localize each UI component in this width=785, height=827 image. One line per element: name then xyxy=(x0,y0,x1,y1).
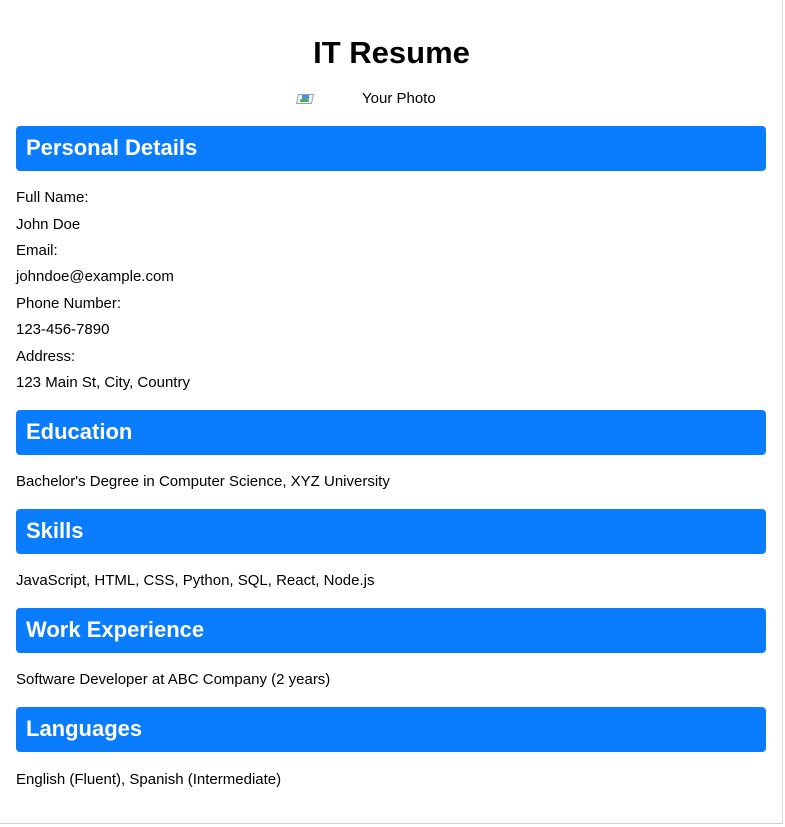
phone-value: 123-456-7890 xyxy=(16,321,110,338)
section-header-education: Education xyxy=(16,410,766,455)
photo-alt-text: Your Photo xyxy=(362,89,436,107)
section-header-work-experience: Work Experience xyxy=(16,608,766,653)
section-header-personal-details: Personal Details xyxy=(16,126,766,171)
skills-text: JavaScript, HTML, CSS, Python, SQL, Reac… xyxy=(16,572,375,589)
email-label: Email: xyxy=(16,242,58,259)
work-experience-text: Software Developer at ABC Company (2 yea… xyxy=(16,671,331,688)
page-title: IT Resume xyxy=(313,35,470,70)
phone-label: Phone Number: xyxy=(16,295,122,312)
address-label: Address: xyxy=(16,348,76,365)
education-text: Bachelor's Degree in Computer Science, X… xyxy=(16,473,390,490)
address-value: 123 Main St, City, Country xyxy=(16,374,190,391)
section-header-languages: Languages xyxy=(16,707,766,752)
profile-photo: Your Photo xyxy=(295,89,436,107)
full-name-label: Full Name: xyxy=(16,189,89,206)
full-name-value: John Doe xyxy=(16,216,81,233)
email-value: johndoe@example.com xyxy=(16,268,174,285)
broken-image-icon xyxy=(295,91,315,105)
section-header-skills: Skills xyxy=(16,509,766,554)
languages-text: English (Fluent), Spanish (Intermediate) xyxy=(16,771,282,788)
